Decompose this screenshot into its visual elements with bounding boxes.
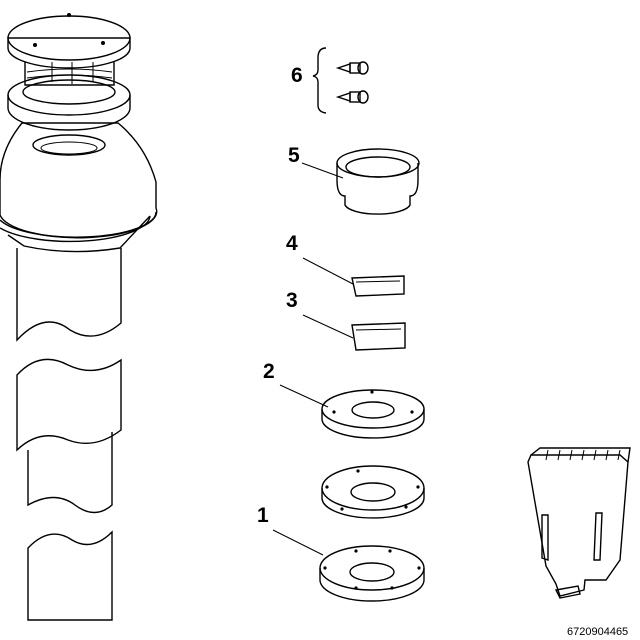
bracket-large: [351, 322, 406, 351]
callout-6-label: 6: [291, 64, 303, 87]
pipe-middle: [16, 358, 122, 514]
pipe-lower: [27, 530, 113, 621]
callout-2-label: 2: [263, 360, 275, 383]
callout-3-label: 3: [286, 289, 298, 312]
callout-6: 6: [291, 47, 369, 114]
callout-4-label: 4: [286, 232, 298, 255]
ring-upper: [321, 389, 425, 439]
document-number: 6720904465: [567, 626, 628, 638]
cone-flashing: [0, 122, 158, 253]
collar-ring: [7, 74, 131, 131]
callout-3: 3: [286, 289, 406, 351]
bracket-small: [351, 275, 405, 297]
callout-1-label: 1: [257, 504, 269, 527]
callout-5-label: 5: [288, 144, 300, 167]
callout-5: 5: [288, 144, 420, 215]
callout-4: 4: [286, 232, 405, 297]
ring-middle: [321, 465, 425, 519]
ring-lower: [319, 545, 425, 602]
pipe-upper: [16, 248, 122, 342]
mounting-clip: [527, 447, 631, 599]
callout-2: 2: [263, 360, 425, 439]
top-cap: [7, 13, 131, 69]
screw-icon-2: [335, 90, 369, 104]
flue-terminal-assembly: [0, 13, 158, 621]
callout-1: 1: [257, 504, 425, 602]
screw-icon-1: [335, 61, 369, 75]
adapter-sleeve: [336, 148, 420, 215]
